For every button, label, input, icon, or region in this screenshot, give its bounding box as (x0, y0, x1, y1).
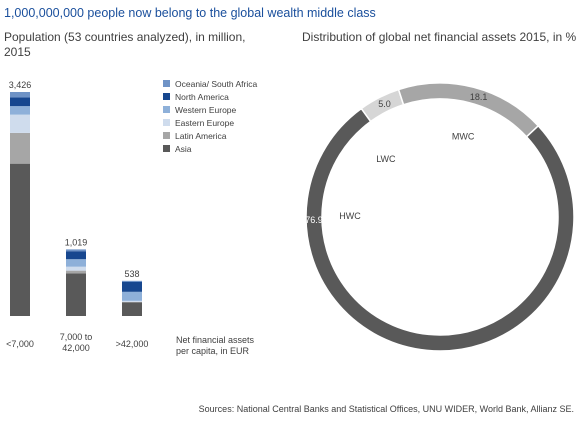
bar-segment-north-america-0 (10, 97, 30, 107)
bar-total-label-0: 3,426 (9, 80, 32, 90)
bar-segment-latin-america-0 (10, 132, 30, 164)
bar-segment-latin-america-2 (122, 301, 142, 303)
bar-segment-eastern-europe-1 (66, 266, 86, 271)
bar-x-axis-label-line-0: Net financial assets (176, 335, 255, 345)
bar-total-label-2: 538 (124, 269, 139, 279)
legend-swatch-eastern-europe (163, 119, 170, 126)
bar-chart-title: Population (53 countries analyzed), in m… (4, 30, 254, 60)
bar-segment-north-america-2 (122, 282, 142, 292)
bar-segment-oceania-south-africa-0 (10, 92, 30, 98)
bar-segment-eastern-europe-2 (122, 300, 142, 302)
legend-label-eastern-europe: Eastern Europe (175, 118, 234, 128)
legend-swatch-north-america (163, 93, 170, 100)
category-label-line-2-0: >42,000 (116, 339, 149, 349)
bar-segment-latin-america-1 (66, 270, 86, 274)
donut-category-label-mwc: MWC (452, 132, 475, 142)
bar-segment-western-europe-0 (10, 106, 30, 115)
donut-slice-hwc (305, 107, 575, 352)
donut-slice-mwc (397, 82, 540, 138)
donut-value-label-lwc: 5.0 (378, 99, 391, 109)
bar-segment-north-america-1 (66, 251, 86, 260)
bar-segment-western-europe-2 (122, 291, 142, 301)
donut-chart-title: Distribution of global net financial ass… (302, 30, 577, 44)
category-label-0: <7,000 (6, 339, 34, 349)
page-title: 1,000,000,000 people now belong to the g… (4, 6, 376, 20)
category-label-2: >42,000 (116, 339, 149, 349)
legend-label-asia: Asia (175, 144, 192, 154)
bar-chart-title-line-2: 2015 (4, 45, 31, 59)
source-note: Sources: National Central Banks and Stat… (198, 404, 574, 414)
donut-category-label-lwc: LWC (376, 154, 396, 164)
legend-label-north-america: North America (175, 92, 229, 102)
donut-value-label-mwc: 18.1 (470, 92, 488, 102)
donut-chart: 5.0 LWC 18.1 MWC 76.9 HWC (305, 82, 575, 352)
bar-segment-asia-0 (10, 163, 30, 316)
legend-label-latin-america: Latin America (175, 131, 227, 141)
bar-x-axis-label: Net financial assets per capita, in EUR (176, 335, 255, 356)
bar-chart-legend: Oceania/ South Africa North America Wester… (163, 79, 257, 154)
legend-swatch-latin-america (163, 132, 170, 139)
donut-category-label-hwc: HWC (339, 211, 361, 221)
bar-segment-oceania-south-africa-2 (122, 280, 142, 283)
bar-segment-oceania-south-africa-1 (66, 249, 86, 252)
donut-value-label-hwc: 76.9 (305, 215, 323, 225)
stacked-bar-chart: 3,426 <7,000 1,019 7,000 to 42,000 538 >42,000… (6, 80, 254, 356)
category-label-1: 7,000 to 42,000 (60, 332, 93, 353)
legend-swatch-asia (163, 145, 170, 152)
bar-segment-eastern-europe-0 (10, 114, 30, 133)
legend-swatch-western-europe (163, 106, 170, 113)
legend-label-western-europe: Western Europe (175, 105, 237, 115)
category-label-line-1-1: 42,000 (62, 343, 90, 353)
bar-segment-asia-1 (66, 273, 86, 316)
bar-chart-title-line-1: Population (53 countries analyzed), in m… (4, 30, 246, 44)
bar-x-axis-label-line-1: per capita, in EUR (176, 346, 250, 356)
legend-label-oceania-south-africa: Oceania/ South Africa (175, 79, 257, 89)
category-label-line-0-0: <7,000 (6, 339, 34, 349)
bar-segment-asia-2 (122, 302, 142, 316)
category-label-line-1-0: 7,000 to (60, 332, 93, 342)
legend-swatch-oceania-south-africa (163, 80, 170, 87)
bar-segment-western-europe-1 (66, 259, 86, 267)
bar-total-label-1: 1,019 (65, 237, 88, 247)
